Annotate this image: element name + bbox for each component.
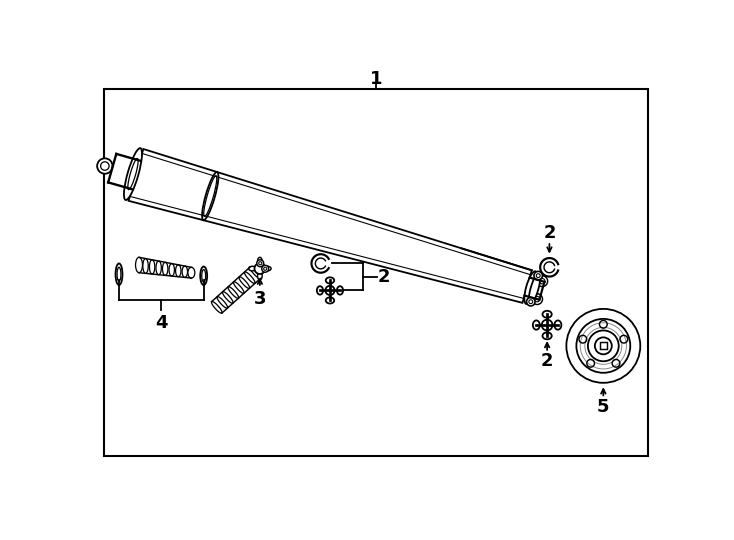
Ellipse shape [264,266,271,271]
Text: 2: 2 [541,352,553,370]
Ellipse shape [222,292,233,303]
Ellipse shape [533,320,539,330]
Ellipse shape [534,272,542,280]
Ellipse shape [115,264,123,285]
Circle shape [537,276,548,287]
Ellipse shape [257,260,264,267]
Ellipse shape [262,265,269,272]
Circle shape [325,286,335,295]
Ellipse shape [326,298,334,303]
Ellipse shape [528,272,540,305]
Ellipse shape [156,261,161,275]
Circle shape [620,335,628,343]
Ellipse shape [182,266,187,278]
Ellipse shape [326,278,334,284]
Ellipse shape [169,264,175,276]
Ellipse shape [554,320,562,330]
Text: 4: 4 [155,314,167,332]
Ellipse shape [317,286,323,295]
Text: 2: 2 [543,225,556,242]
Ellipse shape [233,282,244,293]
Ellipse shape [258,258,262,265]
Ellipse shape [211,301,222,313]
Ellipse shape [175,265,181,276]
Circle shape [586,360,595,367]
Ellipse shape [542,333,552,339]
Ellipse shape [217,296,228,308]
Ellipse shape [150,260,155,274]
Ellipse shape [136,257,142,273]
Bar [104,90,648,456]
Circle shape [542,320,553,330]
Text: 1: 1 [370,70,382,87]
Ellipse shape [124,148,142,200]
Text: 5: 5 [597,397,609,416]
Ellipse shape [337,286,343,295]
Ellipse shape [249,266,256,271]
Circle shape [579,335,586,343]
Ellipse shape [239,276,250,288]
Circle shape [255,263,265,274]
Ellipse shape [244,272,255,284]
Ellipse shape [188,267,195,278]
Ellipse shape [258,272,262,280]
Ellipse shape [228,287,239,299]
Ellipse shape [524,271,537,304]
Circle shape [612,360,619,367]
Text: 2: 2 [377,267,390,286]
Circle shape [567,309,640,383]
Circle shape [531,294,542,305]
Circle shape [97,158,112,174]
Ellipse shape [526,298,535,306]
Ellipse shape [143,259,148,273]
Text: 3: 3 [254,289,266,308]
Ellipse shape [250,267,261,279]
Circle shape [600,320,607,328]
Ellipse shape [200,267,207,285]
Ellipse shape [162,262,168,275]
Ellipse shape [542,311,552,318]
